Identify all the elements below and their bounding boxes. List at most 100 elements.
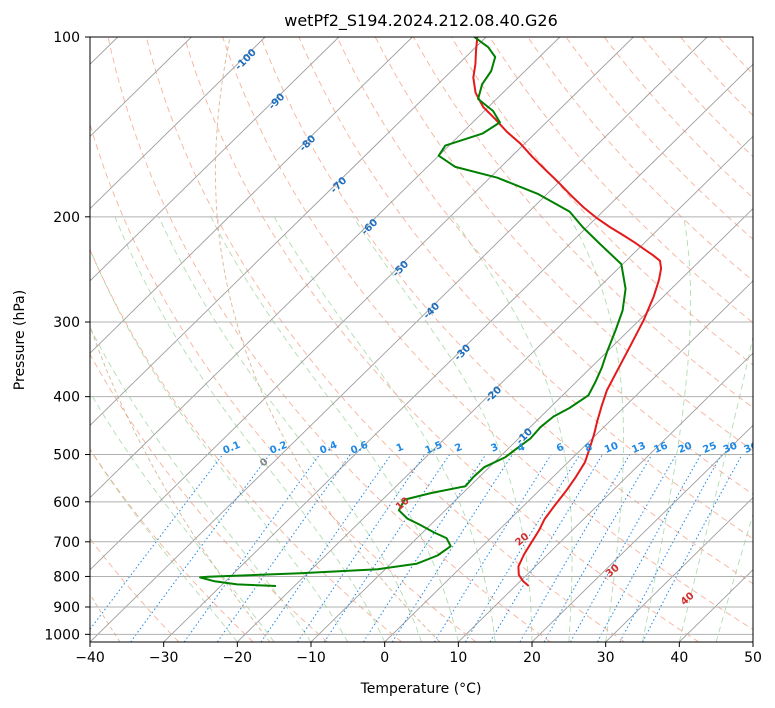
mixing-ratio-line (216, 454, 351, 642)
dry-adiabat-line (374, 37, 753, 452)
reference-curves (90, 37, 441, 642)
y-axis-label: Pressure (hPa) (12, 290, 28, 390)
mixing-ratio-line (323, 454, 451, 642)
moist-adiabat-line (273, 216, 496, 642)
temperature-profile-line (472, 37, 663, 587)
mixing-ratio-label: 36 (743, 440, 760, 455)
dewpoint-profile-line (199, 37, 627, 587)
y-tick-label: 100 (53, 30, 80, 46)
mixing-ratio-line (297, 454, 426, 642)
isotherm-line (90, 37, 266, 210)
moist-adiabat-line (642, 216, 692, 642)
isotherm-line (310, 208, 753, 642)
plot-area: -100-90-80-70-60-50-40-30-20-100.1 0.2 0.4… (90, 37, 760, 642)
mixing-ratio-line (260, 454, 392, 642)
isotherm-line (531, 424, 753, 642)
mixing-ratio-line (569, 454, 677, 642)
dry-adiabat-line (107, 37, 551, 642)
y-tick-label: 700 (53, 535, 80, 551)
mixing-ratio-line (642, 454, 743, 642)
x-axis: −40 −30 −20 −10 0 10 20 30 40 50 (75, 642, 762, 666)
dry-adiabat-line (90, 248, 402, 642)
mixing-ratio-label: 20 (677, 440, 694, 455)
skewed-isotherms (90, 37, 753, 642)
x-axis-label: Temperature (°C) (360, 681, 482, 697)
mixing-ratio-line (489, 454, 603, 642)
moist-adiabat-line (90, 391, 275, 642)
x-tick-label: −20 (223, 650, 253, 666)
y-tick-label: 1000 (44, 627, 80, 643)
mixing-ratio-label: 10 (603, 440, 620, 455)
reference-curve (214, 37, 441, 642)
y-tick-label: 900 (53, 600, 80, 616)
y-axis: 100 200 300 400 500 600 700 800 900 1000 (44, 30, 90, 643)
mixing-ratio-label: 6 (555, 442, 566, 455)
mixing-ratio-label: 30 (722, 440, 739, 455)
chart-title: wetPf2_S194.2024.212.08.40.G26 (284, 11, 558, 31)
plot-frame (89, 36, 754, 643)
moist-adiabat-line (90, 326, 312, 642)
moist-adiabat-line (158, 216, 422, 642)
x-tick-label: 40 (670, 650, 688, 666)
isotherm-line (90, 37, 634, 571)
mixing-ratio-line (543, 454, 653, 642)
mixing-ratio-label: 16 (652, 440, 669, 455)
y-tick-label: 500 (53, 448, 80, 464)
mixing-ratio-lines (90, 454, 743, 642)
moist-adiabat-line (114, 216, 386, 642)
isotherm-line (457, 352, 753, 642)
isotherm-line (384, 280, 753, 642)
x-tick-label: 20 (523, 650, 541, 666)
isotherm-line (90, 37, 487, 426)
mixing-ratio-label: 3 (490, 442, 501, 455)
isotherm-line (90, 37, 340, 282)
dry-adiabat-line (145, 37, 625, 642)
moist-adiabat-line (90, 448, 238, 642)
moist-adiabats (90, 216, 753, 642)
dry-adiabat-line (336, 37, 753, 495)
dry-adiabat-line (183, 37, 700, 642)
isotherm-line (236, 135, 753, 642)
y-tick-label: 800 (53, 569, 80, 585)
dry-adiabat-line (413, 37, 753, 409)
isotherm-line (90, 37, 413, 354)
moist-adiabat-line (90, 248, 349, 642)
y-tick-label: 600 (53, 495, 80, 511)
moist-adiabat-line (210, 216, 459, 642)
dry-adiabats (90, 37, 753, 642)
mixing-ratio-label: 4 (516, 442, 527, 455)
moist-adiabat-line (451, 216, 573, 642)
reference-curve (90, 593, 121, 642)
mixing-ratio-label: 25 (701, 440, 718, 455)
x-tick-label: −40 (75, 650, 105, 666)
mixing-ratio-label: 1 (395, 442, 406, 455)
mixing-ratio-line (130, 454, 271, 642)
x-tick-label: −10 (296, 650, 326, 666)
sounding-series (199, 37, 663, 587)
mixing-ratio-line (391, 454, 513, 642)
mixing-ratio-line (183, 454, 321, 642)
mixing-ratio-label: 8 (584, 442, 595, 455)
isotherm-line (605, 496, 753, 642)
dry-adiabat-line (90, 122, 477, 642)
moist-adiabat-line (569, 216, 624, 642)
mixing-ratio-line (619, 454, 722, 642)
isotherm-line (90, 37, 561, 499)
x-tick-label: 50 (744, 650, 762, 666)
isotherm-line (90, 37, 708, 642)
mixing-ratio-label: 13 (630, 440, 647, 455)
y-tick-label: 400 (53, 390, 80, 406)
mixing-ratio-line (519, 454, 631, 642)
dry-adiabat-line (451, 37, 753, 366)
y-tick-label: 300 (53, 315, 80, 331)
x-tick-label: 0 (380, 650, 389, 666)
dry-adiabat-line (90, 353, 328, 642)
mixing-ratio-line (362, 454, 487, 642)
x-tick-label: −30 (149, 650, 179, 666)
dry-adiabat-line (489, 37, 753, 324)
y-tick-label: 200 (53, 210, 80, 226)
isotherm-line (163, 63, 753, 642)
mixing-ratio-line (90, 454, 224, 631)
